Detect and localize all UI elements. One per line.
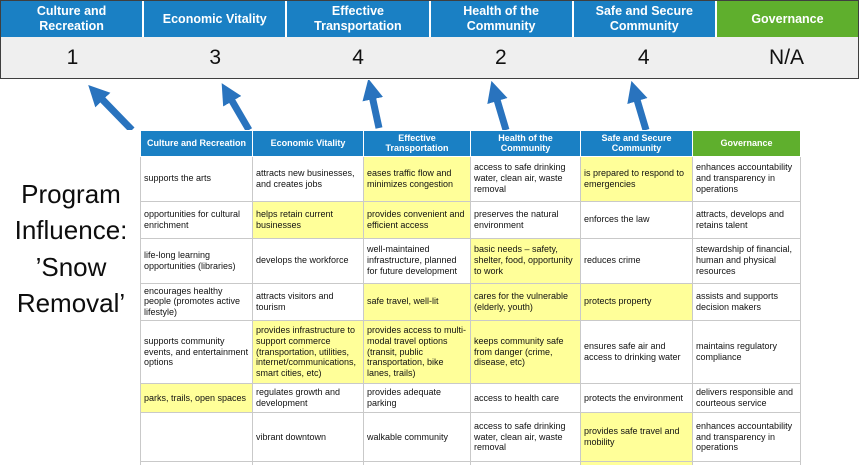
matrix-cell: well-maintained infrastructure, planned … xyxy=(363,237,471,284)
matrix-cell: ensures safe air and access to drinking … xyxy=(580,320,693,385)
score-value: 2 xyxy=(495,45,507,69)
matrix-cell-highlighted: basic needs – safety, shelter, food, opp… xyxy=(470,237,581,284)
title-line: Removal’ xyxy=(16,288,126,319)
arrow-effective-transportation xyxy=(362,80,384,129)
matrix-cell: stewardship of financial, human and phys… xyxy=(692,237,801,284)
matrix-row: parks, trails, open spaces regulates grow… xyxy=(140,383,801,414)
score-value: 1 xyxy=(66,45,79,69)
matrix-cell-highlighted: protects property xyxy=(580,282,693,322)
matrix-cell: walkable community xyxy=(363,412,471,463)
matrix-cell: enhances accountability and transparency… xyxy=(692,412,801,463)
scoreboard-header-row: Culture and Recreation Economic Vitality E… xyxy=(1,1,859,37)
matrix-header: Safe and Secure Community xyxy=(580,130,693,157)
matrix-cell: reduces crime xyxy=(580,237,693,284)
title-line: Program xyxy=(21,179,121,209)
matrix-cell: provides adequate parking xyxy=(363,383,471,414)
arrow-health-community xyxy=(487,80,510,130)
arrow-economic-vitality xyxy=(221,83,253,130)
matrix-cell xyxy=(470,461,581,465)
matrix-cell-highlighted: provides convenient and efficient access xyxy=(363,200,471,239)
matrix-cell: regulates growth and development xyxy=(252,383,364,414)
matrix-cell-highlighted: provides access to multi-modal travel op… xyxy=(363,320,471,385)
scoreboard-header: Economic Vitality xyxy=(144,1,286,37)
title-line: Influence: xyxy=(14,215,128,246)
matrix-cell-highlighted: keeps community safe from danger (crime,… xyxy=(470,320,581,385)
matrix-row: encourages healthy people (promotes acti… xyxy=(140,282,801,322)
matrix-cell xyxy=(140,461,253,465)
matrix-cell: access to safe drinking water, clean air… xyxy=(470,155,581,202)
matrix-cell: attracts visitors and tourism xyxy=(252,282,364,322)
matrix-header: Effective Transportation xyxy=(363,130,471,157)
influence-arrows xyxy=(88,80,650,130)
scoreboard: Culture and Recreation Economic Vitality E… xyxy=(0,0,859,79)
matrix-cell-highlighted: looks after it's most vulnerable xyxy=(580,461,693,465)
arrow-culture-recreation xyxy=(88,84,135,130)
matrix-cell-highlighted: is prepared to respond to emergencies xyxy=(580,155,693,202)
score-value: 4 xyxy=(637,45,650,69)
program-influence-title: Program Influence: ’Snow Removal’ xyxy=(0,176,142,322)
score-value: N/A xyxy=(769,45,805,69)
arrow-safe-secure xyxy=(627,80,650,130)
matrix-cell-highlighted: provides infrastructure to support comme… xyxy=(252,320,364,385)
matrix-header: Governance xyxy=(692,130,801,157)
matrix-cell: enhances accountability and transparency… xyxy=(692,155,801,202)
matrix-row: supports the arts attracts new businesses… xyxy=(140,155,801,202)
matrix-cell-highlighted: helps retain current businesses xyxy=(252,200,364,239)
matrix-cell: preserves the natural environment xyxy=(470,200,581,239)
matrix-row: supports community events, and entertain… xyxy=(140,320,801,385)
matrix-row: life-long learning opportunities (librar… xyxy=(140,237,801,284)
matrix-cell-highlighted: eases traffic flow and minimizes congest… xyxy=(363,155,471,202)
matrix-cell: protects the environment xyxy=(580,383,693,414)
score-value: 4 xyxy=(352,45,364,69)
matrix-cell xyxy=(363,461,471,465)
matrix-cell xyxy=(140,412,253,463)
matrix-body: supports the arts attracts new businesses… xyxy=(140,155,801,465)
matrix-cell: opportunities for cultural enrichment xyxy=(140,200,253,239)
matrix-cell xyxy=(692,461,801,465)
matrix-cell: enforces the law xyxy=(580,200,693,239)
matrix-cell: develops the workforce xyxy=(252,237,364,284)
matrix-row: vibrant downtown walkable community access… xyxy=(140,412,801,463)
matrix-cell-highlighted: safe travel, well-lit xyxy=(363,282,471,322)
title-line: ’Snow xyxy=(35,251,107,282)
matrix-cell: attracts new businesses, and creates job… xyxy=(252,155,364,202)
matrix-header: Health of the Community xyxy=(470,130,581,157)
score-value: 3 xyxy=(209,45,222,69)
matrix-cell: life-long learning opportunities (librar… xyxy=(140,237,253,284)
matrix-cell: attracts, develops and retains talent xyxy=(692,200,801,239)
matrix-row: looks after it's most vulnerable xyxy=(140,461,801,465)
scoreboard-header: Effective Transportation xyxy=(287,1,429,37)
matrix-cell-highlighted: parks, trails, open spaces xyxy=(140,383,253,414)
matrix-cell: encourages healthy people (promotes acti… xyxy=(140,282,253,322)
scoreboard-header: Safe and Secure Community xyxy=(573,1,715,37)
scoreboard-header: Culture and Recreation xyxy=(1,1,143,37)
matrix-cell: maintains regulatory compliance xyxy=(692,320,801,385)
matrix-cell: supports the arts xyxy=(140,155,253,202)
scoreboard-header: Health of the Community xyxy=(430,1,572,37)
matrix-cell: supports community events, and entertain… xyxy=(140,320,253,385)
matrix-cell: assists and supports decision makers xyxy=(692,282,801,322)
matrix-cell-highlighted: cares for the vulnerable (elderly, youth… xyxy=(470,282,581,322)
influence-matrix: Culture and Recreation Economic Vitality E… xyxy=(140,130,801,465)
matrix-cell xyxy=(252,461,364,465)
matrix-header: Culture and Recreation xyxy=(140,130,253,157)
matrix-cell: vibrant downtown xyxy=(252,412,364,463)
matrix-cell: access to safe drinking water, clean air… xyxy=(470,412,581,463)
matrix-cell: access to health care xyxy=(470,383,581,414)
matrix-header-row: Culture and Recreation Economic Vitality E… xyxy=(140,130,801,157)
matrix-cell-highlighted: provides safe travel and mobility xyxy=(580,412,693,463)
scoreboard-score-row: 1 3 4 2 4 N/A xyxy=(1,37,858,78)
matrix-cell: delivers responsible and courteous servi… xyxy=(692,383,801,414)
matrix-row: opportunities for cultural enrichment hel… xyxy=(140,200,801,239)
scoreboard-header: Governance xyxy=(716,1,859,37)
matrix-header: Economic Vitality xyxy=(252,130,364,157)
